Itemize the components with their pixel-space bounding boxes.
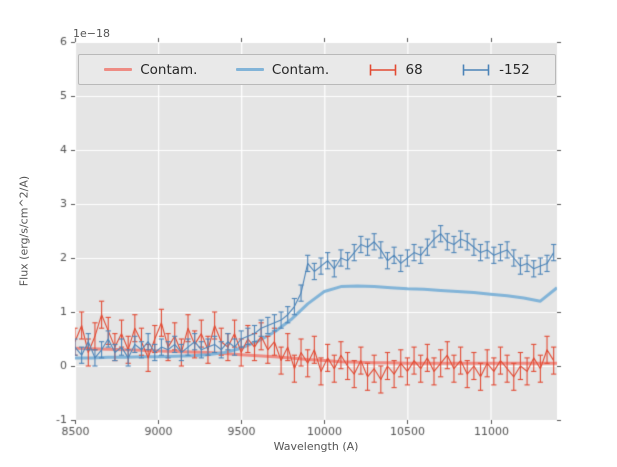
legend-item-contam-blue: Contam. (235, 61, 330, 78)
legend-label: -152 (499, 61, 530, 78)
red-errorbar-glyph (368, 62, 398, 78)
blue-line-glyph (235, 68, 264, 71)
legend-label: 68 (405, 61, 423, 78)
y-axis-label: Flux (erg/s/cm^2/A) (17, 175, 31, 287)
legend-label: Contam. (140, 61, 198, 78)
x-axis-label: Wavelength (A) (273, 440, 359, 453)
axis-offset-text: 1e−18 (73, 27, 110, 40)
legend-item-contam-red: Contam. (104, 62, 197, 78)
legend: Contam. Contam. 68 (78, 54, 556, 85)
legend-item-68: 68 (368, 62, 423, 78)
legend-item-minus152: -152 (461, 62, 530, 78)
legend-label: Contam. (271, 61, 330, 78)
red-line-glyph (104, 68, 133, 71)
blue-errorbar-glyph (461, 62, 491, 78)
